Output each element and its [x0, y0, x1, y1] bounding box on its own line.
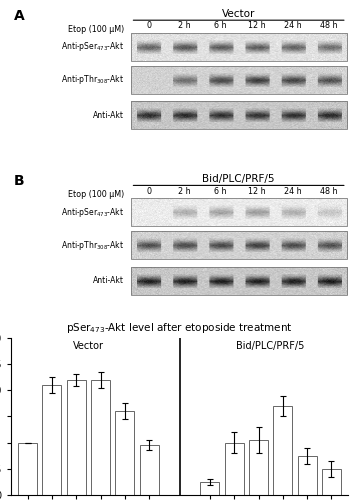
Text: 24 h: 24 h [284, 22, 302, 30]
Text: Vector: Vector [73, 340, 104, 350]
Bar [18, 442, 37, 495]
Text: Bid/PLC/PRF/5: Bid/PLC/PRF/5 [237, 340, 305, 350]
Bar [131, 33, 347, 61]
Bar [42, 385, 61, 495]
Bar [140, 446, 159, 495]
Bar [274, 406, 292, 495]
Bar [67, 380, 86, 495]
Text: 6 h: 6 h [214, 186, 227, 196]
Bar [131, 231, 347, 259]
Text: Anti-Akt: Anti-Akt [93, 111, 124, 120]
Bar [131, 266, 347, 294]
Bar [322, 469, 341, 495]
Text: Vector: Vector [222, 9, 255, 19]
Text: 2 h: 2 h [178, 186, 191, 196]
Text: 24 h: 24 h [284, 186, 302, 196]
Text: A: A [14, 9, 25, 23]
Text: Anti-pSer$_{473}$-Akt: Anti-pSer$_{473}$-Akt [61, 40, 124, 54]
Text: Bid/PLC/PRF/5: Bid/PLC/PRF/5 [202, 174, 275, 184]
Bar [131, 198, 347, 226]
Bar [200, 482, 219, 495]
Bar [115, 411, 134, 495]
Bar [249, 440, 268, 495]
Title: pSer$_{473}$-Akt level after etoposide treatment: pSer$_{473}$-Akt level after etoposide t… [66, 321, 293, 335]
Text: 0: 0 [146, 186, 151, 196]
Text: Etop (100 μM): Etop (100 μM) [68, 24, 124, 34]
Text: 12 h: 12 h [248, 186, 265, 196]
Text: Anti-Akt: Anti-Akt [93, 276, 124, 285]
Text: B: B [14, 174, 25, 188]
Bar [91, 380, 110, 495]
Text: Etop (100 μM): Etop (100 μM) [68, 190, 124, 199]
Text: 48 h: 48 h [320, 22, 338, 30]
Bar [131, 102, 347, 130]
Text: 0: 0 [146, 22, 151, 30]
Bar [298, 456, 317, 495]
Text: 6 h: 6 h [214, 22, 227, 30]
Text: Anti-pThr$_{308}$-Akt: Anti-pThr$_{308}$-Akt [61, 74, 124, 86]
Text: 2 h: 2 h [178, 22, 191, 30]
Bar [225, 442, 244, 495]
Text: 48 h: 48 h [320, 186, 338, 196]
Text: 12 h: 12 h [248, 22, 265, 30]
Text: Anti-pSer$_{473}$-Akt: Anti-pSer$_{473}$-Akt [61, 206, 124, 218]
Text: Anti-pThr$_{308}$-Akt: Anti-pThr$_{308}$-Akt [61, 238, 124, 252]
Bar [131, 66, 347, 94]
